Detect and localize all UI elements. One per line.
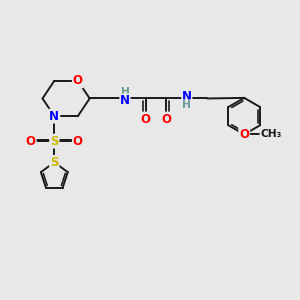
Text: N: N bbox=[49, 110, 59, 123]
Text: S: S bbox=[50, 156, 58, 169]
Text: O: O bbox=[141, 112, 151, 126]
Text: H: H bbox=[182, 100, 191, 110]
Text: O: O bbox=[73, 74, 83, 87]
Text: O: O bbox=[26, 135, 36, 148]
Text: H: H bbox=[121, 87, 129, 97]
Text: N: N bbox=[120, 94, 130, 107]
Text: O: O bbox=[73, 135, 83, 148]
Text: N: N bbox=[182, 90, 192, 103]
Text: O: O bbox=[161, 112, 171, 126]
Text: CH₃: CH₃ bbox=[260, 129, 281, 140]
Text: S: S bbox=[50, 135, 58, 148]
Text: O: O bbox=[239, 128, 249, 141]
